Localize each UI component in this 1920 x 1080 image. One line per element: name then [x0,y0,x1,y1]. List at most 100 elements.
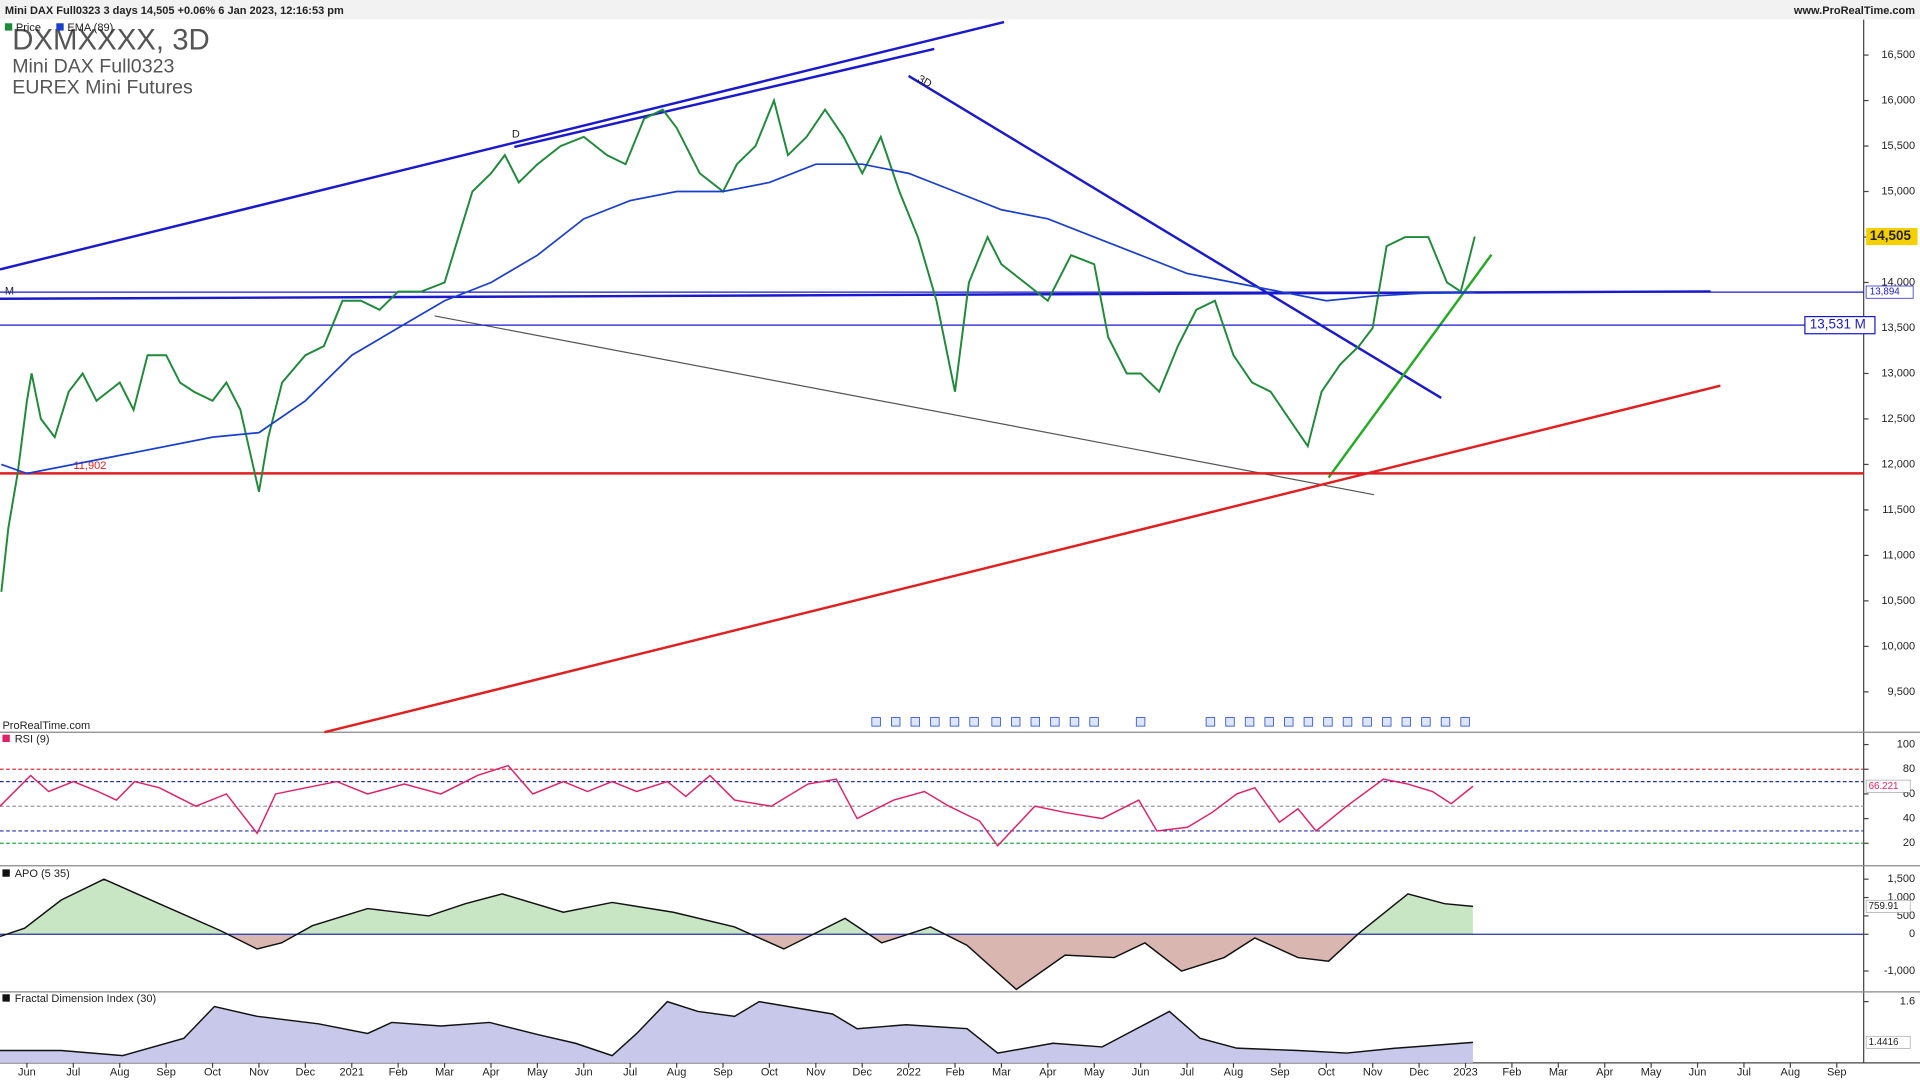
y-tick-label: 11,500 [1882,504,1915,516]
level-label-box [1804,315,1876,335]
y-tick-label: 13,500 [1881,322,1915,334]
x-tick-label: Feb [946,1067,965,1079]
y-tick-label: 0 [1909,928,1915,940]
y-tick-label: -1,000 [1884,965,1915,977]
indicator-title: RSI (9) [15,733,50,745]
x-tick-label: Jun [1689,1067,1707,1079]
x-tick-label: Nov [249,1067,269,1079]
y-tick-label: 16,500 [1881,49,1915,61]
x-tick-label: Aug [1781,1067,1801,1079]
last-value: 759.91 [1869,901,1899,912]
watermark: ProRealTime.com [2,720,90,732]
y-tick-label: 9,500 [1888,686,1916,698]
legend-label: EMA (89) [67,22,113,34]
level-label-box [1865,285,1914,299]
x-tick-label: Sep [713,1067,733,1079]
x-tick-label: Aug [667,1067,687,1079]
y-tick-label: 12,000 [1881,458,1915,470]
last-value-box [1865,779,1911,793]
x-tick-label: Feb [389,1067,408,1079]
x-tick-label: Aug [1224,1067,1244,1079]
x-tick-label: Jun [575,1067,593,1079]
series-line [0,97,1476,592]
y-tick-label: 16,000 [1881,94,1915,106]
area-negative [0,934,1358,990]
top-bar [0,0,1920,20]
y-tick-label: 1.6 [1900,996,1915,1008]
x-tick-label: Sep [1270,1067,1290,1079]
x-tick-label: Jul [66,1067,80,1079]
annotation: 3D [915,73,933,90]
x-tick-label: May [527,1067,548,1079]
y-tick-label: 500 [1897,910,1915,922]
x-tick-label: Oct [204,1067,221,1079]
x-tick-label: Jul [1180,1067,1194,1079]
level-label: 13,894 [1870,287,1900,298]
x-tick-label: Sep [1827,1067,1847,1079]
x-tick-label: Apr [482,1067,499,1079]
header-info: Mini DAX Full0323 3 days 14,505 +0.06% 6… [5,5,344,17]
y-tick-label: 40 [1903,812,1915,824]
legend-swatch [4,23,13,31]
legend-box [2,869,10,877]
x-tick-label: Nov [1363,1067,1383,1079]
area-fill [0,1001,1473,1063]
y-tick-label: 15,000 [1881,185,1915,197]
y-tick-label: 12,500 [1881,413,1915,425]
x-tick-label: 2022 [896,1067,921,1079]
indicator-title: APO (5 35) [15,868,70,880]
last-value: 1.4416 [1869,1037,1899,1048]
indicator-title: Fractal Dimension Index (30) [15,993,156,1005]
annotation: M [5,285,14,297]
area-positive [0,879,1473,935]
site: www.ProRealTime.com [1793,5,1915,17]
x-tick-label: Feb [1502,1067,1521,1079]
x-tick-label: Jul [1737,1067,1751,1079]
legend-box [2,734,10,743]
trendlines [0,20,1721,734]
x-tick-label: 2021 [340,1067,365,1079]
x-tick-label: Jun [1132,1067,1150,1079]
x-tick-label: Sep [156,1067,176,1079]
x-tick-label: 2023 [1453,1067,1478,1079]
x-tick-label: Mar [1549,1067,1568,1079]
x-tick-label: Jul [623,1067,637,1079]
chart-title: DXMXXXX, 3D [12,23,210,56]
y-tick-label: 80 [1903,763,1915,775]
y-tick-label: 13,000 [1881,367,1915,379]
annotation: D [512,129,520,141]
level-label: 13,531 M [1810,317,1866,332]
x-tick-label: Mar [992,1067,1011,1079]
y-tick-label: 14,000 [1881,276,1915,288]
x-tick-label: Oct [1318,1067,1335,1079]
x-tick-label: Dec [852,1067,872,1079]
legend-box [2,994,10,1002]
x-tick-label: Oct [761,1067,778,1079]
last-price-box [1866,227,1918,246]
last-value-box [1865,1035,1911,1049]
y-tick-label: 1,500 [1888,873,1916,885]
last-price: 14,505 [1870,228,1912,243]
last-value-box [1865,899,1911,913]
indicator-line [0,764,1474,847]
y-tick-label: 15,500 [1881,140,1915,152]
x-tick-label: Jun [18,1067,36,1079]
x-tick-label: Nov [806,1067,826,1079]
indicator-line [0,878,1474,991]
last-value: 66.221 [1869,781,1899,792]
x-tick-label: Apr [1596,1067,1613,1079]
event-icons [871,717,1470,727]
y-tick-label: 100 [1897,738,1915,750]
y-tick-label: 11,000 [1882,549,1915,561]
y-tick-label: 10,000 [1881,640,1915,652]
x-tick-label: Mar [435,1067,454,1079]
x-tick-label: Dec [296,1067,316,1079]
x-tick-label: May [1641,1067,1662,1079]
x-tick-label: Apr [1039,1067,1056,1079]
legend-swatch [56,23,64,31]
legend-label: Price [16,22,41,34]
x-tick-label: Dec [1409,1067,1429,1079]
x-tick-label: Aug [110,1067,130,1079]
y-tick-label: 20 [1903,837,1915,849]
